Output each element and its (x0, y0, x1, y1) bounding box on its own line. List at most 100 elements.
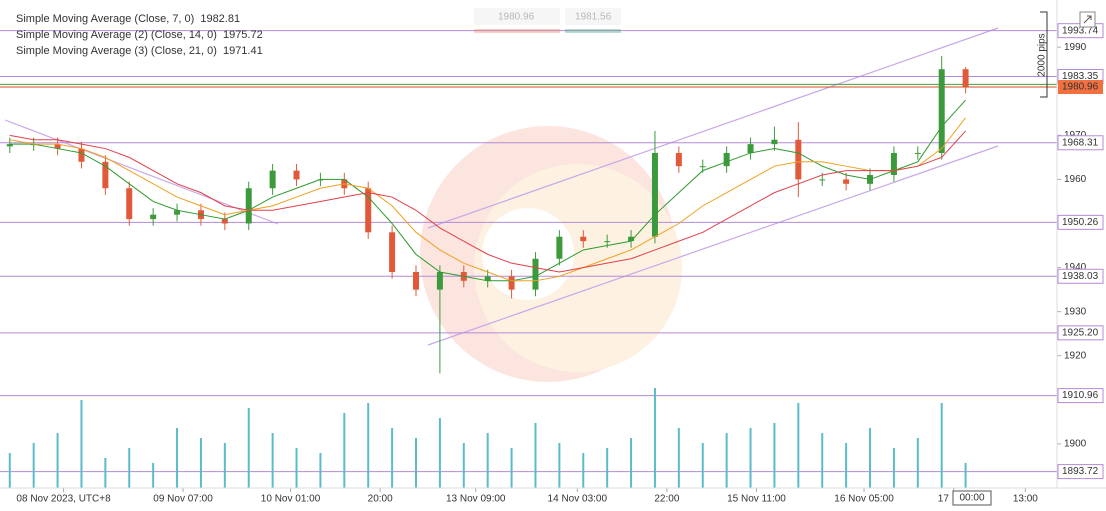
x-tick-label: 13 Nov 09:00 (446, 494, 506, 505)
volume-bar (534, 423, 537, 488)
level-label-box (1057, 214, 1104, 230)
level-label: 1993.74 (1062, 25, 1099, 36)
candle-body (245, 188, 252, 224)
candle-body (795, 139, 802, 180)
candle-body (843, 179, 850, 184)
candle-body (293, 170, 300, 180)
crosshair-box (952, 490, 992, 506)
candle-body (747, 144, 754, 153)
candle-body (556, 236, 563, 259)
crosshair-label: 00:00 (959, 493, 984, 504)
candle-body (484, 276, 491, 281)
x-tick-label: 08 Nov 2023, UTC+8 (16, 494, 111, 505)
bid-label: 1980.96 (1062, 82, 1099, 93)
candle-body (532, 258, 539, 290)
volume-bar (319, 453, 322, 488)
y-tick-label: 1940 (1064, 262, 1087, 273)
level-label: 1910.96 (1062, 390, 1099, 401)
buy-button[interactable] (565, 8, 621, 25)
bid-label-box (1058, 80, 1103, 95)
x-tick-label: 13:00 (1013, 494, 1038, 505)
range-annotation: 2000 pips (1037, 11, 1048, 98)
candle-body (675, 152, 682, 167)
candle-body (269, 170, 276, 189)
candle-body (914, 152, 921, 154)
y-tick-label: 1990 (1064, 42, 1087, 53)
volume-bar (176, 428, 179, 488)
volume-bar (797, 403, 800, 488)
legend-name: Simple Moving Average (2) (Close, 14, 0) (16, 29, 217, 41)
sell-button[interactable] (474, 8, 560, 25)
volume-bar (821, 433, 824, 488)
y-tick-label: 1960 (1064, 174, 1087, 185)
volume-bar (32, 443, 35, 488)
volume-bar (223, 443, 226, 488)
legend-name: Simple Moving Average (Close, 7, 0) (16, 13, 194, 25)
volume-bar (869, 428, 872, 488)
trade-buttons[interactable]: 1980.96 1981.56 (474, 8, 621, 33)
y-tick-label: 1930 (1064, 306, 1087, 317)
volume-bar (677, 428, 680, 488)
y-tick-label: 1920 (1064, 350, 1087, 361)
legend-value: 1971.41 (223, 45, 263, 57)
x-tick-label: 14 Nov 03:00 (548, 494, 608, 505)
x-tick-label: 16 Nov 05:00 (834, 494, 894, 505)
volume-bar (773, 423, 776, 488)
watermark (420, 126, 682, 382)
sell-bar (474, 29, 560, 33)
candle-body (413, 271, 420, 290)
candle-body (651, 152, 658, 237)
volume-bar (415, 438, 418, 488)
level-label-box (1057, 135, 1104, 151)
level-label-box (1057, 464, 1104, 480)
level-label-box (1057, 268, 1104, 284)
volume-bar (845, 443, 848, 488)
candle-body (819, 179, 826, 181)
level-label: 1925.20 (1062, 327, 1099, 338)
volume-bar (630, 438, 633, 488)
volume-bar (343, 413, 346, 488)
candle-body (389, 232, 396, 272)
level-label-box (1057, 388, 1104, 404)
volume-bar (892, 448, 895, 488)
volume-bar (199, 438, 202, 488)
volume-bar (56, 433, 59, 488)
legend-name: Simple Moving Average (3) (Close, 21, 0) (16, 45, 217, 57)
volume-bar (367, 403, 370, 488)
level-label: 1968.31 (1062, 137, 1099, 148)
candle-body (365, 188, 372, 233)
x-tick-label: 20:00 (368, 494, 393, 505)
level-label: 1893.72 (1062, 466, 1099, 477)
ma-line (9, 130, 966, 273)
candle-body (221, 219, 228, 224)
volume-bar (725, 433, 728, 488)
level-label-box (1057, 325, 1104, 341)
ma-line (9, 99, 966, 282)
volume-bar (653, 388, 656, 488)
volume-bar (606, 448, 609, 488)
candle-body (890, 152, 897, 176)
buy-price: 1981.56 (575, 12, 612, 23)
candle-body (580, 236, 587, 242)
x-tick-label: 09 Nov 07:00 (153, 494, 213, 505)
x-tick-label: 15 Nov 11:00 (727, 494, 786, 505)
x-tick-label: 10 Nov 01:00 (261, 494, 321, 505)
volume-bar (486, 433, 489, 488)
range-label: 2000 pips (1037, 33, 1048, 76)
volume-bar (391, 428, 394, 488)
volume-bar (152, 463, 155, 488)
expand-icon (1083, 15, 1092, 24)
volume-bar (916, 438, 919, 488)
level-label: 1938.03 (1062, 271, 1099, 282)
y-tick-label: 1900 (1064, 439, 1087, 450)
candle-body (126, 188, 133, 220)
volume-bar (271, 433, 274, 488)
candle-body (150, 214, 157, 220)
candle-body (6, 144, 13, 147)
buy-bar (565, 29, 621, 33)
volume-bar (749, 428, 752, 488)
candle-body (723, 152, 730, 167)
candle-body (78, 148, 85, 162)
volume-bar (940, 403, 943, 488)
